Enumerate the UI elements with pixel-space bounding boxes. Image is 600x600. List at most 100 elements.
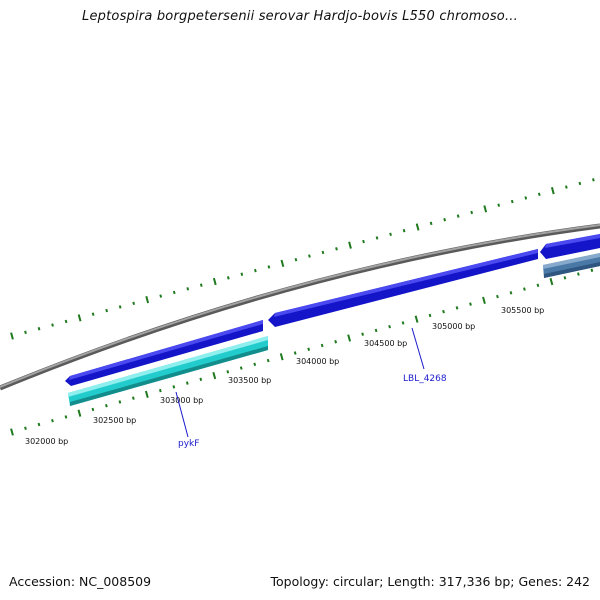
minor-tick [105,403,108,408]
gene-reverse-steel[interactable] [543,253,600,278]
minor-tick [443,218,447,222]
minor-tick [536,283,540,288]
minor-tick [254,268,257,273]
genome-summary-text: Topology: circular; Length: 317,336 bp; … [270,574,591,589]
minor-tick [307,347,311,351]
ruler-label: 303000 bp [160,396,203,405]
forward-gene-track [65,234,600,386]
minor-tick [226,276,230,280]
major-tick [145,296,150,304]
gene-label-lbl-4268[interactable]: LBL_4268 [403,374,447,384]
major-tick [77,409,82,417]
major-tick [280,259,285,267]
lbl-4268-leader-line [411,327,425,370]
major-tick [279,353,284,361]
minor-tick [64,415,68,419]
minor-tick [199,283,203,287]
minor-tick [455,306,459,310]
minor-tick [335,247,338,251]
minor-tick [37,327,41,331]
major-tick [212,371,217,380]
minor-tick [159,294,163,298]
minor-tick [401,321,405,325]
minor-tick [321,250,325,255]
ruler-label: 305000 bp [432,322,475,331]
gene-reverse-pykf[interactable] [68,336,268,406]
minor-tick [577,272,580,276]
minor-tick [199,377,203,382]
major-tick [347,334,352,342]
major-tick [144,390,149,399]
minor-tick [64,319,68,324]
minor-tick [172,385,176,389]
gene-forward-lbl-4268[interactable] [268,249,538,327]
ruler-label: 305500 bp [501,306,544,315]
pykf-leader-line [175,391,189,438]
minor-tick [172,290,176,295]
minor-tick [563,276,567,280]
minor-tick [266,358,270,363]
ruler-labels: 302000 bp 302500 bp 303000 bp 303500 bp … [25,306,544,446]
minor-tick [37,422,41,427]
minor-tick [24,330,27,335]
reverse-gene-track [68,253,600,406]
minor-tick [362,239,365,244]
minor-tick [429,221,433,226]
minor-tick [239,366,243,370]
ruler-label: 302500 bp [93,416,136,425]
inner-tick-ring [10,268,594,436]
ruler-label: 304500 bp [364,339,407,348]
minor-tick [388,324,391,329]
minor-tick [428,313,432,318]
minor-tick [240,272,244,276]
minor-tick [389,232,392,236]
minor-tick [132,396,135,400]
gene-labels: pykF LBL_4268 [175,327,447,449]
major-tick [482,296,486,304]
minor-tick [470,210,474,215]
ruler-label: 302000 bp [25,437,68,446]
minor-tick [592,178,595,182]
minor-tick [118,305,122,309]
major-tick [549,277,554,286]
minor-tick [118,400,122,404]
minor-tick [186,287,190,291]
minor-tick [320,343,324,348]
minor-tick [293,351,297,355]
minor-tick [374,328,378,333]
minor-tick [496,294,499,299]
minor-tick [132,301,136,306]
minor-tick [253,362,257,367]
minor-tick [294,257,298,262]
major-tick [10,332,14,340]
minor-tick [91,312,95,316]
accession-text: Accession: NC_008509 [9,574,152,589]
gene-forward-3[interactable] [540,234,600,259]
minor-tick [442,309,445,314]
minor-tick [402,228,406,233]
minor-tick [51,323,54,327]
minor-tick [537,192,541,197]
chromosome-backbone [0,223,600,391]
gene-forward-1[interactable] [65,320,263,386]
minor-tick [308,254,311,258]
minor-tick [590,268,594,272]
major-tick [483,205,488,213]
minor-tick [578,181,582,186]
map-title: Leptospira borgpetersenii serovar Hardjo… [82,9,518,24]
major-tick [77,314,82,322]
gene-label-pykf[interactable]: pykF [178,439,199,449]
minor-tick [361,332,364,336]
minor-tick [509,291,513,295]
minor-tick [24,426,27,430]
major-tick [212,277,217,286]
minor-tick [469,302,472,306]
major-tick [414,315,419,323]
minor-tick [523,287,526,291]
minor-tick [185,381,189,385]
minor-tick [497,203,501,207]
minor-tick [375,236,379,240]
minor-tick [334,340,338,344]
minor-tick [105,308,108,313]
